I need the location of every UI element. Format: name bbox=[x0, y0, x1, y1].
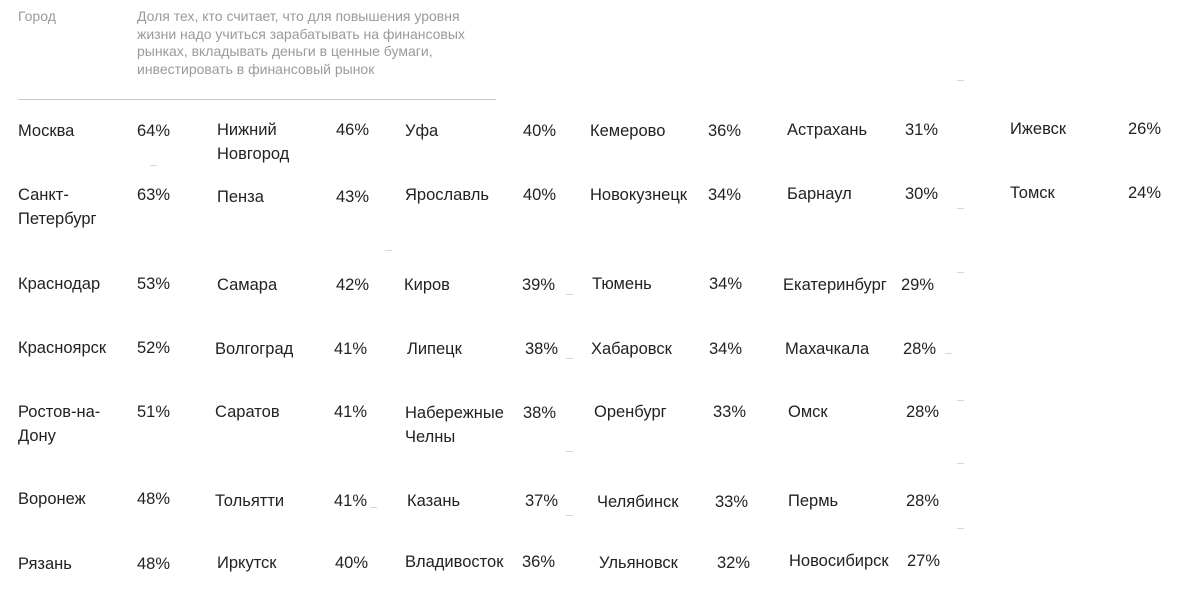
city-percent: 34% bbox=[709, 340, 743, 358]
city-name: Кемерово bbox=[590, 122, 666, 140]
city-name: Ярославль bbox=[405, 186, 489, 204]
city-percent: 51% bbox=[137, 403, 171, 421]
city-name: Волгоград bbox=[215, 340, 294, 358]
city-name: Челябинск bbox=[597, 493, 679, 511]
city-name: Москва bbox=[18, 122, 75, 140]
city-name: Краснодар bbox=[18, 275, 101, 293]
city-percent: 64% bbox=[137, 122, 171, 140]
city-name: Новокузнецк bbox=[590, 186, 688, 204]
city-name: Астрахань bbox=[787, 121, 868, 139]
city-percent: 39% bbox=[522, 276, 556, 294]
city-percent: 26% bbox=[1128, 120, 1162, 138]
city-name: Барнаул bbox=[787, 185, 852, 203]
city-percent: 42% bbox=[336, 276, 370, 294]
header-share-label: Доля тех, кто считает, что для повышения… bbox=[137, 8, 465, 77]
divider-speck bbox=[150, 165, 157, 166]
divider-speck bbox=[566, 515, 573, 516]
city-name: Уфа bbox=[405, 122, 439, 140]
divider-speck bbox=[945, 353, 952, 354]
city-percent: 28% bbox=[906, 403, 940, 421]
city-name: Хабаровск bbox=[591, 340, 672, 358]
city-name: Липецк bbox=[407, 340, 462, 358]
city-percent: 37% bbox=[525, 492, 559, 510]
city-name: Тольятти bbox=[215, 492, 285, 510]
city-percent: 46% bbox=[336, 121, 370, 139]
city-name: Пермь bbox=[788, 492, 839, 510]
city-percent: 36% bbox=[522, 553, 556, 571]
city-name: Иркутск bbox=[217, 554, 277, 572]
city-percent: 27% bbox=[907, 552, 941, 570]
city-name: Владивосток bbox=[405, 553, 504, 571]
city-name: Махачкала bbox=[785, 340, 870, 358]
city-percent: 40% bbox=[335, 554, 369, 572]
city-percent: 63% bbox=[137, 186, 171, 204]
city-name: Ростов-на-Дону bbox=[18, 403, 101, 445]
divider-speck bbox=[566, 358, 573, 359]
city-name: Киров bbox=[404, 276, 450, 294]
city-name: Саратов bbox=[215, 403, 280, 421]
divider-speck bbox=[957, 272, 964, 273]
divider-speck bbox=[566, 451, 573, 452]
city-name: Тюмень bbox=[592, 275, 652, 293]
city-name: Самара bbox=[217, 276, 278, 294]
city-percent: 38% bbox=[523, 404, 557, 422]
city-name: Казань bbox=[407, 492, 461, 510]
divider-speck bbox=[385, 250, 392, 251]
city-percent: 30% bbox=[905, 185, 939, 203]
city-name: Нижний Новгород bbox=[217, 121, 290, 163]
city-percent: 41% bbox=[334, 492, 368, 510]
city-percent: 28% bbox=[906, 492, 940, 510]
divider-speck bbox=[957, 208, 964, 209]
city-name: Ижевск bbox=[1010, 120, 1067, 138]
city-name: Новосибирск bbox=[789, 552, 889, 570]
city-percent: 29% bbox=[901, 276, 935, 294]
city-percent: 34% bbox=[709, 275, 743, 293]
city-name: Набережные Челны bbox=[405, 404, 504, 446]
city-name: Омск bbox=[788, 403, 828, 421]
city-percent: 52% bbox=[137, 339, 171, 357]
city-percent: 31% bbox=[905, 121, 939, 139]
city-percent: 48% bbox=[137, 555, 171, 573]
city-percent: 48% bbox=[137, 490, 171, 508]
city-name: Ульяновск bbox=[599, 554, 678, 572]
city-percent: 34% bbox=[708, 186, 742, 204]
divider-speck bbox=[957, 400, 964, 401]
header-city-label: Город bbox=[18, 8, 56, 24]
city-name: Рязань bbox=[18, 555, 72, 573]
city-percent: 33% bbox=[715, 493, 749, 511]
city-percent: 24% bbox=[1128, 184, 1162, 202]
city-name: Екатеринбург bbox=[783, 276, 887, 294]
city-name: Санкт-Петербург bbox=[18, 186, 97, 228]
city-percent: 40% bbox=[523, 122, 557, 140]
city-percent: 38% bbox=[525, 340, 559, 358]
city-name: Воронеж bbox=[18, 490, 86, 508]
divider-speck bbox=[957, 463, 964, 464]
city-percent: 53% bbox=[137, 275, 171, 293]
divider-speck bbox=[957, 528, 964, 529]
header-divider bbox=[18, 99, 496, 100]
city-percent: 41% bbox=[334, 340, 368, 358]
divider-speck bbox=[957, 80, 964, 81]
city-percent: 28% bbox=[903, 340, 937, 358]
city-name: Томск bbox=[1010, 184, 1055, 202]
city-percent: 40% bbox=[523, 186, 557, 204]
divider-speck bbox=[566, 294, 573, 295]
city-percent: 41% bbox=[334, 403, 368, 421]
city-percent: 43% bbox=[336, 188, 370, 206]
city-percent: 33% bbox=[713, 403, 747, 421]
city-name: Оренбург bbox=[594, 403, 667, 421]
city-percent: 36% bbox=[708, 122, 742, 140]
city-percent: 32% bbox=[717, 554, 751, 572]
divider-speck bbox=[370, 507, 377, 508]
city-name: Красноярск bbox=[18, 339, 107, 357]
city-name: Пенза bbox=[217, 188, 264, 206]
